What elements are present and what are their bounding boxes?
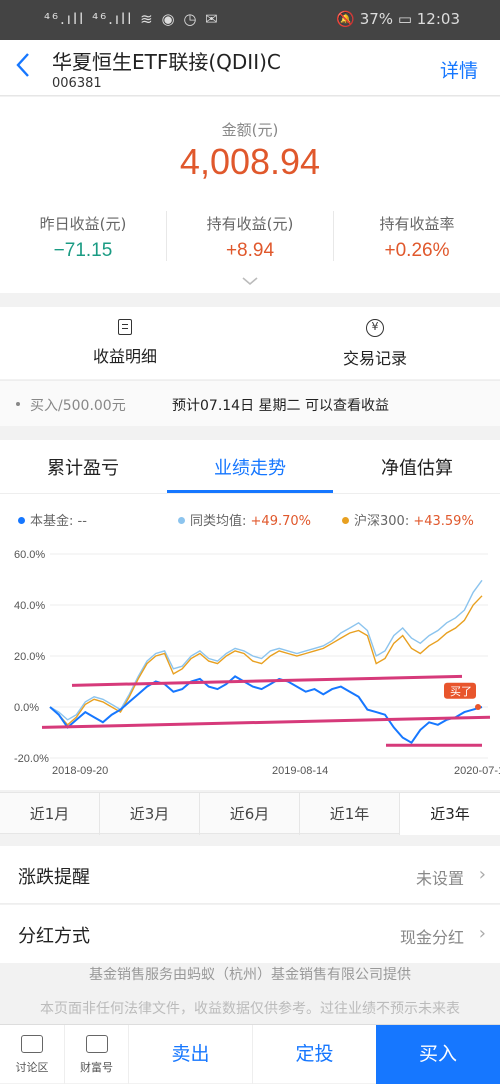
- legend-label: 沪深300:: [354, 514, 410, 529]
- chat-icon: [21, 1035, 43, 1053]
- buy-marker-label: 买了: [450, 685, 472, 698]
- document-icon: [118, 319, 132, 335]
- chevron-down-icon[interactable]: [240, 275, 260, 287]
- fund-code: 006381: [52, 76, 102, 91]
- stat-label: 持有收益(元): [206, 215, 294, 233]
- fund-title: 华夏恒生ETF联接(QDII)C: [52, 50, 281, 74]
- quick-links: 收益明细 ¥ 交易记录: [0, 307, 500, 379]
- sell-button[interactable]: 卖出: [128, 1025, 252, 1084]
- trade-record-link[interactable]: ¥ 交易记录: [250, 319, 500, 369]
- clock: 12:03: [416, 10, 460, 28]
- y-tick-label: 60.0%: [14, 549, 45, 561]
- period-6m[interactable]: 近6月: [200, 793, 300, 835]
- amount-label: 金额(元): [221, 121, 279, 139]
- stat-value: +0.26%: [384, 240, 450, 261]
- setting-label: 分红方式: [18, 926, 90, 947]
- discussion-button[interactable]: 讨论区: [0, 1025, 64, 1084]
- series-line-peer: [49, 579, 483, 721]
- legend-label: 同类均值:: [190, 514, 247, 529]
- divider: [333, 211, 334, 261]
- fixed-invest-button[interactable]: 定投: [252, 1025, 376, 1084]
- wealth-button[interactable]: 财富号: [64, 1025, 128, 1084]
- legend-dot-icon: [342, 517, 349, 524]
- wealth-label: 财富号: [80, 1061, 113, 1074]
- chevron-right-icon: ›: [478, 923, 486, 944]
- chevron-right-icon: ›: [478, 864, 486, 885]
- period-3y[interactable]: 近3年: [400, 793, 500, 835]
- stat-value: +8.94: [225, 240, 275, 261]
- y-tick-label: 0.0%: [14, 702, 39, 714]
- status-right: 🔕 37% ▭ 12:03: [336, 10, 460, 28]
- buy-button[interactable]: 买入: [376, 1025, 500, 1084]
- income-detail-label: 收益明细: [92, 347, 157, 366]
- back-arrow-icon[interactable]: [16, 52, 40, 82]
- yen-icon: ¥: [366, 319, 384, 337]
- holding-income: 持有收益(元) +8.94: [167, 213, 333, 262]
- stat-value: −71.15: [53, 240, 113, 261]
- tab-performance[interactable]: 业绩走势: [214, 458, 286, 479]
- battery-level: 37%: [359, 10, 394, 28]
- legend-peer: 同类均值: +49.70%: [178, 510, 311, 529]
- detail-link[interactable]: 详情: [439, 60, 478, 82]
- dividend-method-row[interactable]: 分红方式 现金分红 ›: [0, 905, 500, 963]
- period-selector: 近1月 近3月 近6月 近1年 近3年: [0, 792, 500, 835]
- bullet-icon: [16, 402, 20, 406]
- period-3m[interactable]: 近3月: [100, 793, 200, 835]
- period-1m[interactable]: 近1月: [0, 793, 100, 835]
- y-tick-label: 40.0%: [14, 600, 45, 612]
- nav-bar: 华夏恒生ETF联接(QDII)C 006381 详情: [0, 40, 500, 96]
- holding-rate: 持有收益率 +0.26%: [334, 213, 500, 262]
- setting-value: 未设置: [415, 869, 464, 888]
- amount-value: 4,008.94: [179, 141, 321, 182]
- buy-note: 预计07.14日 星期二 可以查看收益: [172, 398, 389, 414]
- shop-icon: [85, 1035, 108, 1053]
- buy-amount: 买入/500.00元: [30, 398, 126, 414]
- legend-value: --: [77, 514, 87, 529]
- setting-label: 涨跌提醒: [18, 867, 90, 888]
- legend-dot-icon: [18, 517, 25, 524]
- stat-label: 持有收益率: [379, 215, 455, 233]
- disclaimer: 基金销售服务由蚂蚁（杭州）基金销售有限公司提供 本页面非任何法律文件，收益数据仅…: [0, 964, 500, 1017]
- status-icons: ⁴⁶.ıll ⁴⁶.ıll ≋ ◉ ◷ ✉: [44, 10, 220, 28]
- legend-fund: 本基金: --: [18, 510, 87, 529]
- tab-indicator: [167, 490, 333, 493]
- chart-tabs: 累计盈亏 业绩走势 净值估算: [0, 440, 500, 494]
- status-bar: ⁴⁶.ıll ⁴⁶.ıll ≋ ◉ ◷ ✉ 🔕 37% ▭ 12:03: [0, 0, 500, 40]
- income-detail-link[interactable]: 收益明细: [0, 319, 250, 367]
- legend-dot-icon: [178, 517, 185, 524]
- performance-chart: 本基金: -- 同类均值: +49.70% 沪深300: +43.59% 60.…: [0, 494, 500, 790]
- period-1y[interactable]: 近1年: [300, 793, 400, 835]
- legend-label: 本基金:: [30, 514, 74, 529]
- legend-index: 沪深300: +43.59%: [342, 510, 474, 529]
- stat-label: 昨日收益(元): [39, 215, 127, 233]
- disclaimer-line-2: 本页面非任何法律文件，收益数据仅供参考。过往业绩不预示未来表: [40, 1001, 460, 1017]
- x-tick-label: 2018-09-20: [52, 765, 108, 777]
- annotation-line: [41, 715, 491, 729]
- bottom-action-bar: 讨论区 财富号 卖出 定投 买入: [0, 1024, 500, 1084]
- pending-buy-row: 买入/500.00元 预计07.14日 星期二 可以查看收益: [0, 380, 500, 426]
- y-tick-label: 20.0%: [14, 651, 45, 663]
- buy-marker: [444, 682, 476, 699]
- annotation-line: [71, 674, 463, 687]
- yesterday-income: 昨日收益(元) −71.15: [0, 213, 166, 262]
- y-tick-label: -20.0%: [14, 753, 49, 765]
- series-line-fund: [49, 675, 483, 745]
- price-alert-row[interactable]: 涨跌提醒 未设置 ›: [0, 846, 500, 904]
- disclaimer-line-1: 基金销售服务由蚂蚁（杭州）基金销售有限公司提供: [89, 967, 411, 983]
- trade-record-label: 交易记录: [342, 349, 407, 368]
- discussion-label: 讨论区: [15, 1061, 49, 1074]
- setting-value: 现金分红: [399, 928, 464, 947]
- divider: [166, 211, 167, 261]
- tab-nav-estimate[interactable]: 净值估算: [381, 458, 453, 479]
- holding-summary: 金额(元) 4,008.94 昨日收益(元) −71.15 持有收益(元) +8…: [0, 97, 500, 293]
- buy-point: [475, 704, 481, 710]
- legend-value: +49.70%: [250, 514, 311, 529]
- legend-value: +43.59%: [413, 514, 474, 529]
- x-tick-label: 2020-07-10: [454, 765, 500, 777]
- tab-cumulative[interactable]: 累计盈亏: [47, 458, 119, 479]
- line-chart: 60.0% 40.0% 20.0% 0.0% -20.0%2018-09-20 2019-…: [14, 549, 500, 777]
- x-tick-label: 2019-08-14: [272, 765, 328, 777]
